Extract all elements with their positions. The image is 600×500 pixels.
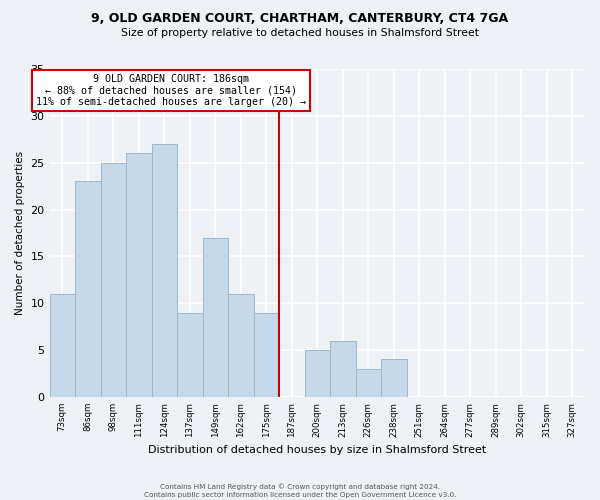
Bar	[75, 182, 101, 397]
X-axis label: Distribution of detached houses by size in Shalmsford Street: Distribution of detached houses by size …	[148, 445, 487, 455]
Y-axis label: Number of detached properties: Number of detached properties	[15, 151, 25, 315]
Bar	[177, 312, 203, 397]
Text: Contains HM Land Registry data © Crown copyright and database right 2024.
Contai: Contains HM Land Registry data © Crown c…	[144, 484, 456, 498]
Text: 9, OLD GARDEN COURT, CHARTHAM, CANTERBURY, CT4 7GA: 9, OLD GARDEN COURT, CHARTHAM, CANTERBUR…	[91, 12, 509, 26]
Text: 9 OLD GARDEN COURT: 186sqm
← 88% of detached houses are smaller (154)
11% of sem: 9 OLD GARDEN COURT: 186sqm ← 88% of deta…	[35, 74, 305, 107]
Bar	[203, 238, 228, 397]
Bar	[254, 312, 279, 397]
Bar	[126, 154, 152, 397]
Bar	[381, 360, 407, 397]
Bar	[50, 294, 75, 397]
Bar	[228, 294, 254, 397]
Bar	[330, 340, 356, 397]
Text: Size of property relative to detached houses in Shalmsford Street: Size of property relative to detached ho…	[121, 28, 479, 38]
Bar	[305, 350, 330, 397]
Bar	[152, 144, 177, 397]
Bar	[356, 369, 381, 397]
Bar	[101, 162, 126, 397]
